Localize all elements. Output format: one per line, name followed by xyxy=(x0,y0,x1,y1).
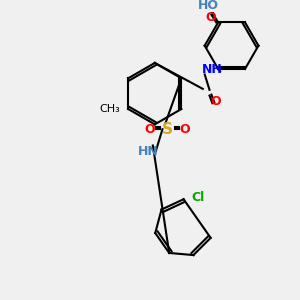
Text: O: O xyxy=(205,11,216,24)
Text: CH₃: CH₃ xyxy=(100,104,121,114)
Text: O: O xyxy=(145,123,155,136)
Text: NH: NH xyxy=(202,63,223,76)
Text: S: S xyxy=(162,122,173,137)
Text: O: O xyxy=(179,123,190,136)
Text: HN: HN xyxy=(138,145,158,158)
Text: Cl: Cl xyxy=(191,191,205,204)
Text: O: O xyxy=(210,95,220,108)
Text: HO: HO xyxy=(198,0,219,12)
